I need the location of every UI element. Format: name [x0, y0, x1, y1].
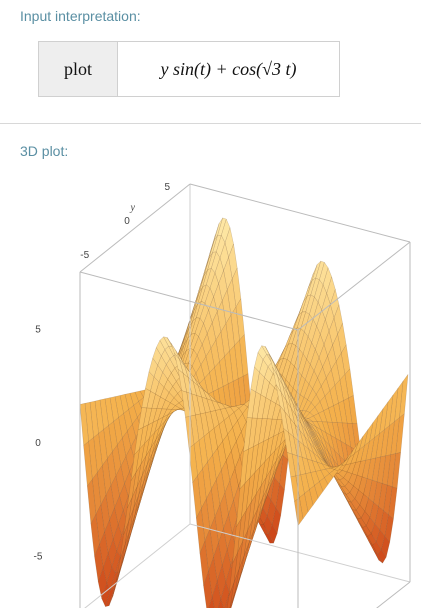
- z-tick-label: 0: [35, 438, 41, 449]
- z-tick-label: -5: [34, 551, 43, 562]
- surface-patch: [218, 598, 224, 608]
- command-cell: plot: [39, 42, 118, 96]
- z-tick-label: 5: [35, 325, 41, 336]
- input-interpretation-title: Input interpretation:: [20, 8, 141, 24]
- section-divider: [0, 123, 421, 124]
- surface-patch: [208, 596, 215, 608]
- input-interpretation-table: plot y sin(t) + cos(√3 t): [38, 41, 340, 97]
- bounding-box: [79, 183, 411, 608]
- expression-text: y sin(t) + cos(√3 t): [160, 58, 297, 79]
- y-tick-label: 5: [165, 182, 171, 193]
- 3d-plot-title: 3D plot:: [20, 143, 69, 159]
- expression-cell: y sin(t) + cos(√3 t): [118, 42, 339, 96]
- y-tick-label: 0: [124, 216, 130, 227]
- y-tick-label: -5: [80, 250, 89, 261]
- y-axis-label: y: [129, 203, 135, 214]
- surface-mesh: [79, 217, 409, 608]
